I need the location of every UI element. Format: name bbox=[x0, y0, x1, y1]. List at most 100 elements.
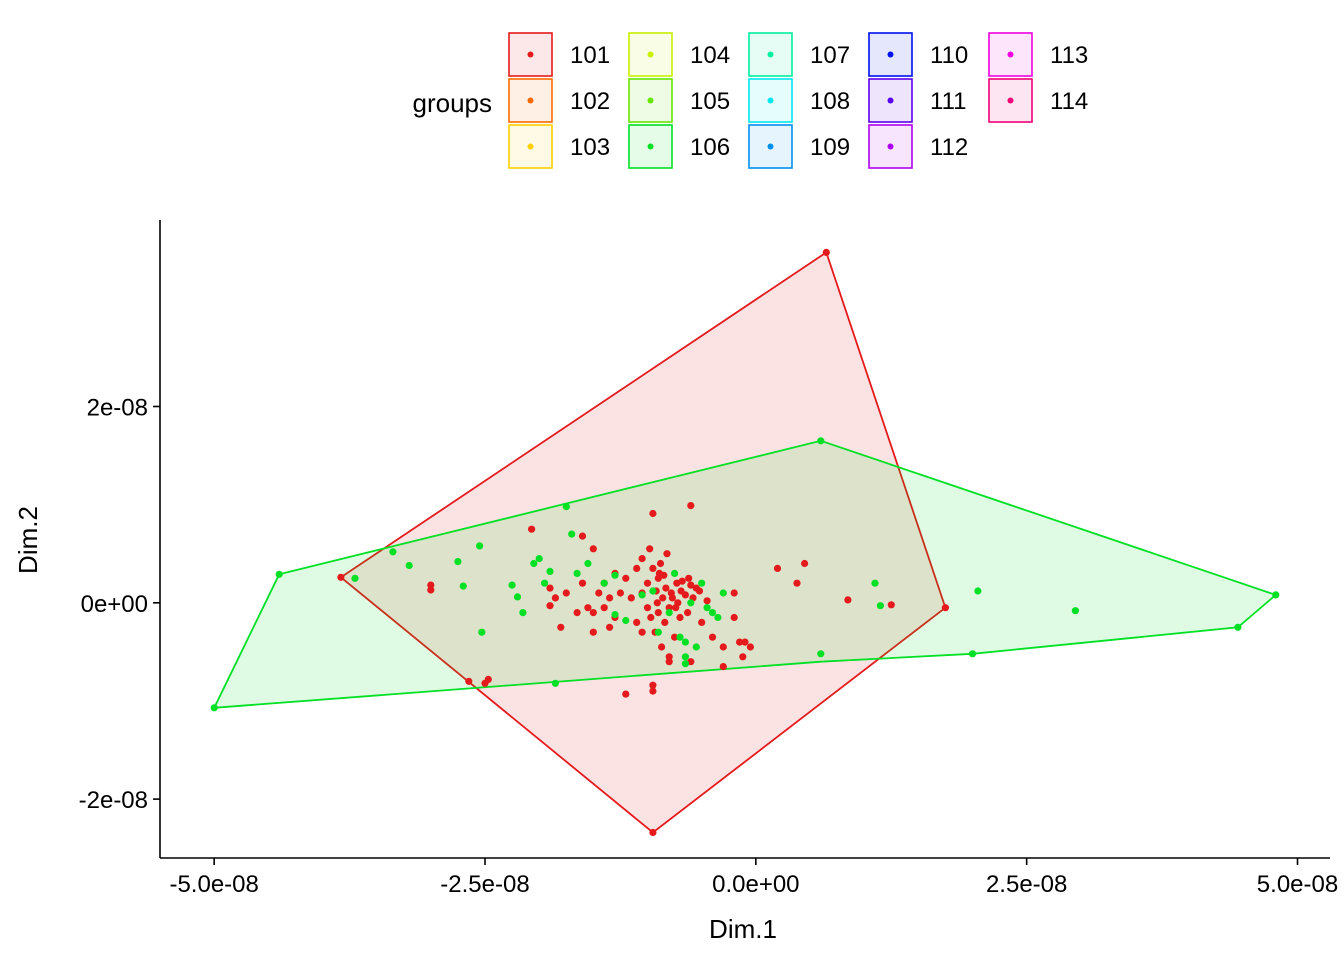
legend-entry-103: 103 bbox=[508, 124, 610, 169]
point-group-106 bbox=[513, 593, 522, 601]
legend-key-dot bbox=[767, 51, 774, 58]
point-group-106 bbox=[508, 581, 516, 589]
point-group-101 bbox=[773, 564, 782, 573]
legend-key-dot bbox=[647, 97, 654, 104]
point-group-101 bbox=[578, 532, 587, 540]
point-group-101 bbox=[793, 579, 801, 587]
point-group-101 bbox=[719, 643, 727, 651]
legend-entry-113: 113 bbox=[988, 32, 1088, 77]
legend-label: 112 bbox=[930, 134, 968, 161]
point-layer bbox=[210, 248, 1280, 837]
legend-key-box bbox=[748, 78, 793, 123]
point-group-101 bbox=[685, 574, 693, 582]
legend-label: 111 bbox=[930, 88, 966, 115]
legend-label: 104 bbox=[690, 42, 730, 69]
point-group-101 bbox=[662, 584, 670, 592]
point-group-101 bbox=[719, 663, 727, 671]
point-group-106 bbox=[687, 599, 695, 607]
legend-key-dot bbox=[527, 51, 534, 58]
x-tick-label: -5.0e-08 bbox=[169, 871, 258, 898]
point-group-106 bbox=[876, 602, 885, 610]
legend-label: 106 bbox=[690, 134, 730, 161]
point-group-106 bbox=[654, 628, 662, 636]
point-group-101 bbox=[633, 564, 641, 573]
point-group-106 bbox=[541, 579, 549, 587]
point-group-106 bbox=[817, 437, 825, 445]
point-group-106 bbox=[681, 638, 690, 646]
point-group-101 bbox=[643, 604, 652, 612]
point-group-101 bbox=[546, 584, 554, 592]
point-group-101 bbox=[698, 618, 706, 627]
point-group-106 bbox=[275, 570, 283, 578]
point-group-106 bbox=[719, 589, 727, 597]
point-group-101 bbox=[801, 559, 809, 568]
point-group-106 bbox=[530, 559, 538, 568]
point-group-106 bbox=[676, 633, 684, 641]
point-group-101 bbox=[730, 589, 738, 597]
point-group-101 bbox=[668, 594, 677, 602]
legend-label: 108 bbox=[810, 88, 850, 115]
point-group-106 bbox=[1234, 623, 1242, 631]
point-group-106 bbox=[622, 616, 630, 625]
legend-label: 109 bbox=[810, 134, 850, 161]
point-group-106 bbox=[817, 650, 825, 658]
point-group-101 bbox=[687, 658, 695, 666]
point-group-101 bbox=[622, 690, 630, 698]
hull-group-106 bbox=[212, 439, 1278, 709]
point-group-106 bbox=[703, 604, 711, 612]
point-group-106 bbox=[681, 653, 690, 661]
point-group-101 bbox=[649, 828, 657, 837]
x-axis-label: Dim.1 bbox=[709, 914, 777, 944]
point-group-106 bbox=[698, 579, 706, 587]
legend-key-dot bbox=[647, 51, 654, 58]
point-group-101 bbox=[844, 596, 852, 604]
point-group-101 bbox=[671, 633, 679, 641]
point-group-101 bbox=[646, 545, 654, 553]
y-tick-label: -2e-08 bbox=[79, 787, 148, 814]
legend-key-dot bbox=[887, 143, 894, 150]
legend-entry-109: 109 bbox=[748, 124, 850, 169]
point-group-101 bbox=[562, 589, 570, 597]
point-group-106 bbox=[584, 559, 592, 568]
point-group-101 bbox=[589, 545, 597, 553]
point-group-106 bbox=[714, 613, 722, 622]
legend: groups 101 102 103 104 105 106 107 108 109 110 111… bbox=[413, 32, 1088, 169]
point-group-101 bbox=[665, 658, 673, 666]
point-group-106 bbox=[210, 704, 218, 712]
point-group-101 bbox=[655, 569, 664, 578]
point-group-106 bbox=[638, 591, 646, 599]
point-group-106 bbox=[562, 503, 570, 511]
legend-label: 101 bbox=[570, 42, 610, 69]
point-group-101 bbox=[741, 638, 749, 646]
point-group-106 bbox=[405, 561, 413, 570]
legend-label: 114 bbox=[1050, 88, 1088, 115]
point-group-101 bbox=[653, 599, 661, 607]
legend-key-dot bbox=[1007, 51, 1014, 58]
x-tick-label: 5.0e-08 bbox=[1257, 871, 1338, 898]
point-group-101 bbox=[684, 609, 692, 617]
point-group-106 bbox=[1272, 591, 1280, 599]
point-group-106 bbox=[611, 611, 619, 619]
point-group-101 bbox=[627, 594, 635, 602]
point-group-101 bbox=[746, 643, 755, 651]
point-group-101 bbox=[427, 586, 435, 594]
legend-label: 103 bbox=[570, 134, 610, 161]
legend-key-dot bbox=[887, 97, 894, 104]
point-group-101 bbox=[589, 609, 597, 617]
legend-key-dot bbox=[1007, 97, 1014, 104]
point-group-106 bbox=[681, 660, 690, 668]
point-group-101 bbox=[638, 628, 646, 636]
point-group-106 bbox=[671, 569, 679, 578]
point-group-101 bbox=[677, 587, 685, 595]
x-tick-label: -2.5e-08 bbox=[440, 871, 529, 898]
point-group-101 bbox=[643, 579, 652, 587]
legend-label: 107 bbox=[810, 42, 850, 69]
point-group-101 bbox=[736, 638, 744, 646]
point-group-101 bbox=[649, 564, 657, 573]
point-group-101 bbox=[678, 577, 686, 585]
point-group-106 bbox=[573, 569, 581, 578]
point-group-101 bbox=[687, 502, 695, 510]
point-group-101 bbox=[708, 633, 717, 641]
point-group-106 bbox=[968, 650, 977, 658]
